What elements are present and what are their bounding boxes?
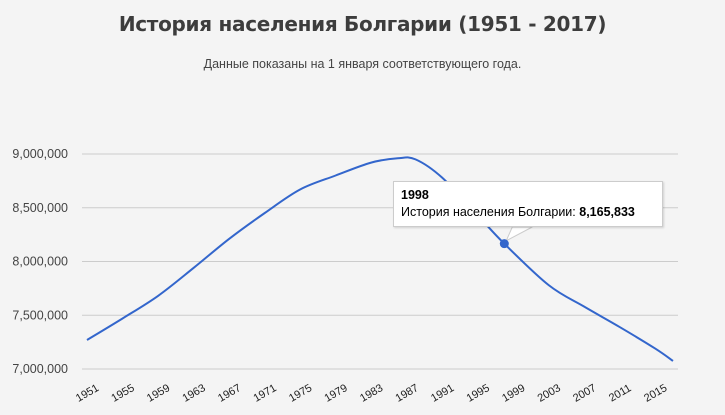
- x-tick-label: 1975: [287, 382, 314, 405]
- y-tick-label: 8,500,000: [12, 201, 68, 215]
- x-tick-label: 1959: [145, 382, 172, 405]
- x-tick-label: 1999: [500, 382, 527, 405]
- x-tick-label: 1987: [394, 382, 421, 405]
- y-axis-labels: 7,000,000 7,500,000 8,000,000 8,500,000 9,00…: [12, 147, 68, 376]
- tooltip-series-label: История населения Болгарии:: [401, 205, 576, 219]
- y-tick-label: 7,000,000: [12, 362, 68, 376]
- chart-subtitle: Данные показаны на 1 января соответствую…: [203, 57, 522, 71]
- x-tick-label: 2011: [607, 382, 633, 404]
- x-tick-label: 1955: [109, 382, 136, 405]
- y-tick-label: 8,000,000: [12, 255, 68, 269]
- x-tick-label: 1979: [323, 382, 350, 405]
- chart-title: История населения Болгарии (1951 - 2017): [118, 12, 607, 36]
- x-tick-label: 1967: [216, 382, 243, 405]
- tooltip-pointer: [505, 226, 533, 242]
- x-axis-labels: 1951 1955 1959 1963 1967 1971 1975 1979 1983 1987…: [74, 382, 669, 405]
- x-tick-label: 1983: [358, 382, 385, 405]
- x-tick-label: 1951: [74, 382, 101, 405]
- tooltip-row: История населения Болгарии: 8,165,833: [401, 204, 655, 221]
- tooltip-year: 1998: [401, 188, 429, 202]
- tooltip: 1998 История населения Болгарии: 8,165,8…: [393, 181, 663, 227]
- x-tick-label: 2015: [642, 382, 669, 405]
- y-tick-label: 7,500,000: [12, 308, 68, 322]
- x-tick-label: 1995: [465, 382, 492, 405]
- highlighted-data-point[interactable]: [499, 239, 509, 249]
- x-tick-label: 2003: [536, 382, 563, 405]
- population-line[interactable]: [86, 156, 674, 362]
- y-tick-label: 9,000,000: [12, 147, 68, 161]
- x-tick-label: 1971: [251, 382, 278, 405]
- x-tick-label: 1991: [429, 382, 456, 405]
- x-tick-label: 2007: [571, 382, 598, 405]
- tooltip-value: 8,165,833: [579, 205, 635, 219]
- x-tick-label: 1963: [180, 382, 207, 405]
